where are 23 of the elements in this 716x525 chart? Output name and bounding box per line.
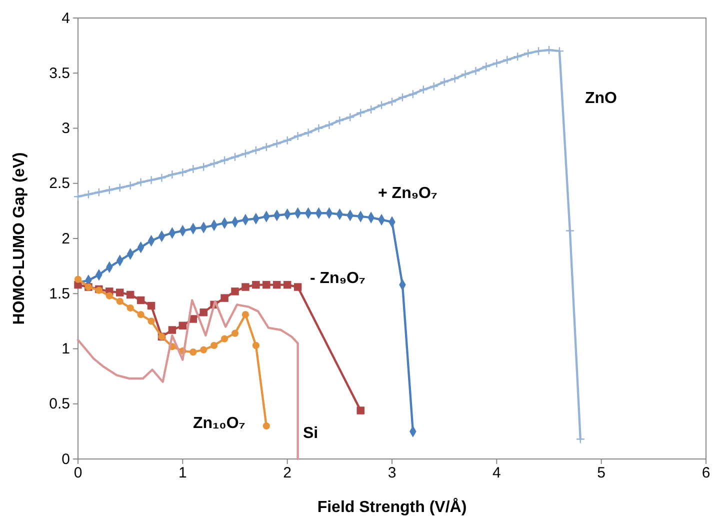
y-tick-label: 1.5 bbox=[49, 285, 70, 302]
y-tick-label: 2.5 bbox=[49, 175, 70, 192]
x-tick-label: 0 bbox=[74, 464, 82, 482]
x-axis-title: Field Strength (V/Å) bbox=[317, 497, 467, 516]
series-label: Si bbox=[303, 425, 318, 442]
x-tick-label: 1 bbox=[178, 464, 187, 482]
series-label: - Zn₉O₇ bbox=[310, 270, 366, 287]
series-label: ZnO bbox=[585, 90, 617, 107]
y-axis-title: HOMO-LUMO Gap (eV) bbox=[11, 152, 28, 325]
x-tick-label: 5 bbox=[597, 464, 606, 482]
x-tick-label: 6 bbox=[702, 464, 710, 482]
x-tick-label: 4 bbox=[492, 464, 501, 482]
x-tick-label: 2 bbox=[283, 464, 292, 482]
y-tick-label: 1 bbox=[62, 340, 70, 358]
series-label: Zn₁₀O₇ bbox=[193, 415, 246, 432]
x-tick-label: 3 bbox=[388, 464, 396, 482]
y-tick-label: 0.5 bbox=[49, 396, 70, 413]
y-tick-label: 0 bbox=[62, 450, 70, 468]
y-tick-label: 3 bbox=[62, 120, 70, 138]
y-tick-label: 2 bbox=[62, 230, 70, 248]
y-tick-label: 3.5 bbox=[49, 64, 70, 82]
y-tick-label: 4 bbox=[62, 10, 70, 27]
series-label: + Zn₉O₇ bbox=[378, 185, 438, 202]
